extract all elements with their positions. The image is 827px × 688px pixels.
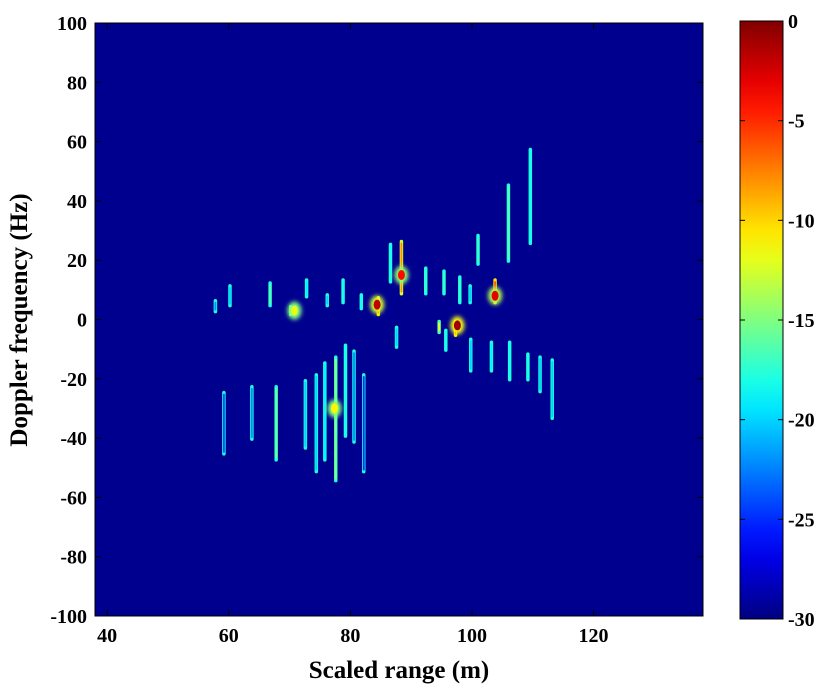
y-tick-label: 100 [57,13,87,35]
y-tick-label: 0 [77,310,87,332]
x-tick-label: 40 [97,625,117,647]
hotspot [287,301,302,320]
x-tick-label: 100 [457,625,487,647]
colorbar-tick-label: -30 [788,609,815,631]
y-tick-label: -20 [60,369,87,391]
colorbar-tick-label: 0 [788,11,798,33]
hotspot [370,295,385,314]
y-tick-label: -60 [60,487,87,509]
y-tick-label: -100 [50,606,87,628]
y-axis: 100 80 60 40 20 0 -20 -40 -60 -80 -100 [50,13,703,628]
colorbar [739,20,784,620]
colorbar-tick-label: -10 [788,210,815,232]
colorbar-tick-label: -25 [788,509,815,531]
x-axis: 40 60 80 100 120 [97,23,609,647]
y-tick-label: 80 [67,72,87,94]
y-tick-label: 20 [67,250,87,272]
hotspot [488,286,503,305]
y-tick-label: -40 [60,428,87,450]
plot-area [95,23,703,616]
y-tick-label: 60 [67,132,87,154]
y-axis-title: Doppler frequency (Hz) [6,193,33,446]
hotspot [450,316,465,335]
x-axis-title: Scaled range (m) [309,657,490,684]
x-tick-label: 80 [340,625,360,647]
colorbar-tick-label: -20 [788,410,815,432]
x-tick-label: 120 [579,625,609,647]
x-tick-label: 60 [219,625,239,647]
colorbar-ticks: 0 -5 -10 -15 -20 -25 -30 [740,11,815,631]
y-tick-label: 40 [67,191,87,213]
y-tick-label: -80 [60,547,87,569]
scatterer-marks [212,144,556,486]
colorbar-tick-label: -5 [788,111,805,133]
hotspot [327,399,342,418]
hotspot [394,266,409,285]
colorbar-tick-label: -15 [788,310,815,332]
